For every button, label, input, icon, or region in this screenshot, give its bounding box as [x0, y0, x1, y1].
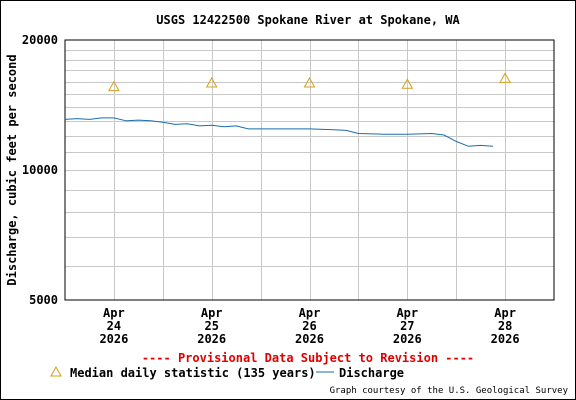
x-tick-label: 28 [498, 319, 512, 333]
median-marker [499, 72, 511, 83]
plot-area [64, 39, 555, 301]
x-tick-label: Apr [494, 306, 516, 320]
provisional-note: ---- Provisional Data Subject to Revisio… [142, 351, 474, 365]
x-tick-label: 2026 [393, 332, 422, 346]
legend-median-triangle-icon [50, 365, 62, 377]
chart-title: USGS 12422500 Spokane River at Spokane, … [156, 13, 460, 27]
x-tick-labels: Apr242026Apr252026Apr262026Apr272026Apr2… [99, 306, 519, 346]
x-tick-label: 27 [400, 319, 414, 333]
y-tick-labels: 5000 10000 20000 [22, 33, 58, 307]
x-tick-label: 2026 [491, 332, 520, 346]
discharge-series-line [64, 117, 493, 147]
x-tick-label: 25 [204, 319, 218, 333]
y-tick-label: 10000 [22, 163, 58, 177]
x-tick-label: 2026 [197, 332, 226, 346]
legend-median-label: Median daily statistic (135 years) [70, 366, 316, 380]
y-tick-label: 5000 [29, 293, 58, 307]
median-marker [108, 80, 120, 92]
median-marker [303, 76, 316, 88]
x-tick-label: Apr [103, 306, 125, 320]
x-tick-label: Apr [299, 306, 321, 320]
grid-lines [65, 40, 554, 300]
x-tick-label: 24 [107, 319, 121, 333]
median-marker [401, 78, 414, 89]
x-tick-label: 2026 [295, 332, 324, 346]
x-tick-label: Apr [396, 306, 418, 320]
median-marker [205, 76, 218, 88]
median-series-markers [108, 72, 511, 92]
credit-text: Graph courtesy of the U.S. Geological Su… [330, 386, 569, 396]
legend-discharge-label: Discharge [339, 366, 404, 380]
y-axis-label: Discharge, cubic feet per second [5, 54, 19, 285]
x-tick-label: Apr [201, 306, 223, 320]
y-tick-label: 20000 [22, 33, 58, 47]
x-tick-label: 26 [302, 319, 316, 333]
legend: Median daily statistic (135 years) Disch… [50, 365, 404, 380]
x-tick-label: 2026 [99, 332, 128, 346]
